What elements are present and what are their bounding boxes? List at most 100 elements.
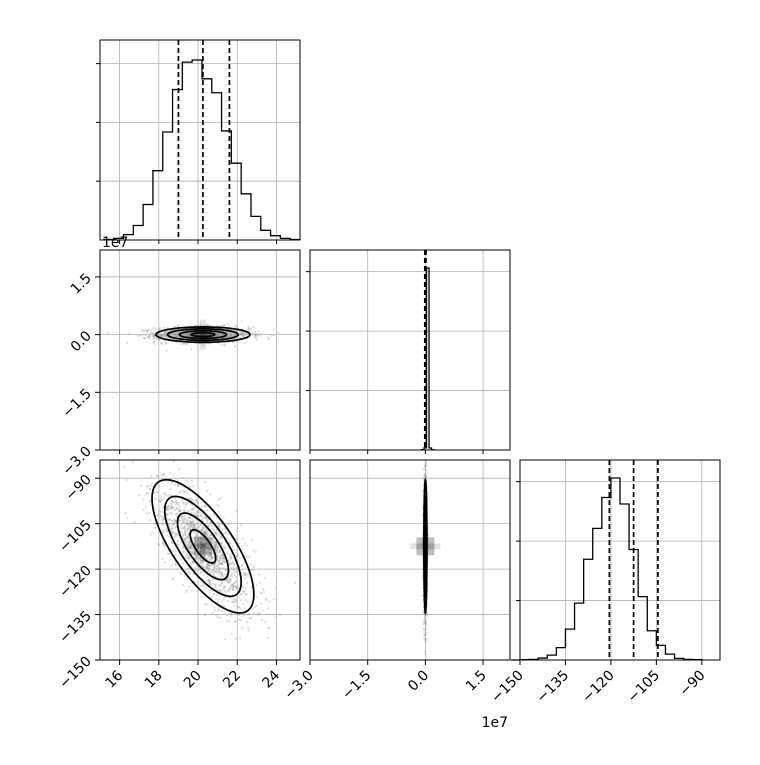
sample-point: [227, 323, 230, 326]
sample-point: [146, 485, 149, 488]
sample-point: [234, 567, 237, 570]
sample-point: [174, 562, 177, 565]
sample-point: [277, 331, 280, 335]
contour-level-4: [422, 477, 428, 615]
sample-point: [201, 559, 204, 562]
sample-point: [174, 535, 177, 538]
sample-point: [174, 520, 177, 523]
sample-point: [254, 332, 257, 335]
sample-point: [164, 334, 167, 337]
sample-point: [424, 650, 427, 653]
sample-point: [205, 531, 208, 534]
sample-point: [231, 583, 235, 586]
sample-point: [160, 497, 163, 500]
density-cell: [205, 537, 212, 544]
sample-point: [218, 571, 221, 574]
sample-point: [189, 520, 192, 523]
sample-point: [180, 530, 183, 534]
sample-point: [202, 560, 205, 563]
sample-point: [424, 475, 427, 478]
sample-point: [423, 464, 427, 467]
sample-point: [202, 551, 205, 554]
sample-point: [174, 503, 177, 506]
sample-point: [185, 332, 188, 335]
sample-point: [198, 541, 201, 544]
sample-point: [162, 522, 165, 525]
sample-point: [215, 542, 218, 545]
sample-point: [246, 574, 249, 577]
sample-point: [187, 535, 190, 538]
sample-point: [152, 335, 155, 338]
sample-point: [164, 341, 167, 345]
sample-point: [187, 501, 190, 504]
sample-point: [232, 585, 235, 588]
sample-point: [253, 335, 256, 338]
sample-point: [120, 457, 122, 459]
sample-point: [220, 541, 223, 545]
sample-point: [172, 334, 176, 337]
sample-point: [191, 550, 195, 553]
sample-point: [209, 582, 212, 585]
sample-point: [248, 555, 251, 558]
sample-point: [170, 482, 173, 485]
sample-point: [243, 334, 246, 337]
sample-point: [189, 547, 192, 550]
sample-point: [226, 334, 229, 337]
sample-point: [192, 524, 195, 528]
sample-point: [186, 567, 189, 570]
sample-point: [211, 556, 214, 559]
sample-point: [216, 334, 219, 337]
sample-point: [206, 575, 209, 579]
sample-point: [188, 539, 191, 542]
sample-point: [244, 573, 247, 576]
sample-point: [226, 614, 229, 617]
contour-level-4: [151, 478, 255, 614]
sample-point: [232, 563, 236, 566]
sample-point: [170, 531, 173, 534]
sample-point: [182, 501, 185, 504]
sample-point: [204, 566, 207, 570]
sample-point: [256, 612, 259, 615]
sample-point: [206, 542, 209, 545]
sample-point: [147, 335, 150, 338]
sample-point: [185, 543, 188, 546]
density-cell: [410, 543, 417, 550]
density-cell: [199, 543, 206, 550]
sample-point: [210, 558, 213, 561]
sample-point: [205, 541, 208, 544]
sample-point: [160, 494, 163, 497]
sample-point: [217, 569, 220, 573]
sample-point: [201, 538, 204, 541]
sample-point: [184, 333, 187, 336]
panel-frame: [99, 249, 301, 451]
sample-point: [423, 621, 426, 624]
sample-point: [257, 330, 260, 333]
sample-point: [185, 334, 188, 337]
sample-point: [217, 332, 221, 336]
sample-point: [195, 498, 198, 502]
sample-point: [200, 552, 203, 555]
sample-point: [161, 541, 164, 545]
sample-point: [229, 614, 232, 617]
sample-point: [252, 565, 256, 568]
sample-point: [178, 505, 181, 508]
sample-point: [246, 620, 249, 623]
sample-point: [216, 324, 219, 327]
sample-point: [252, 325, 255, 329]
sample-point: [164, 330, 167, 333]
sample-point: [424, 640, 427, 643]
sample-point: [221, 528, 224, 531]
sample-point: [140, 484, 143, 488]
density-cell: [199, 331, 206, 338]
sample-point: [241, 332, 244, 335]
sample-point: [184, 503, 187, 506]
sample-point: [279, 613, 282, 617]
sample-point: [211, 564, 214, 567]
sample-point: [223, 561, 226, 564]
sample-point: [205, 516, 208, 519]
sample-point: [149, 331, 152, 334]
sample-point: [162, 473, 166, 476]
sample-point: [207, 569, 210, 572]
sample-point: [189, 571, 192, 574]
sample-point: [184, 539, 187, 542]
